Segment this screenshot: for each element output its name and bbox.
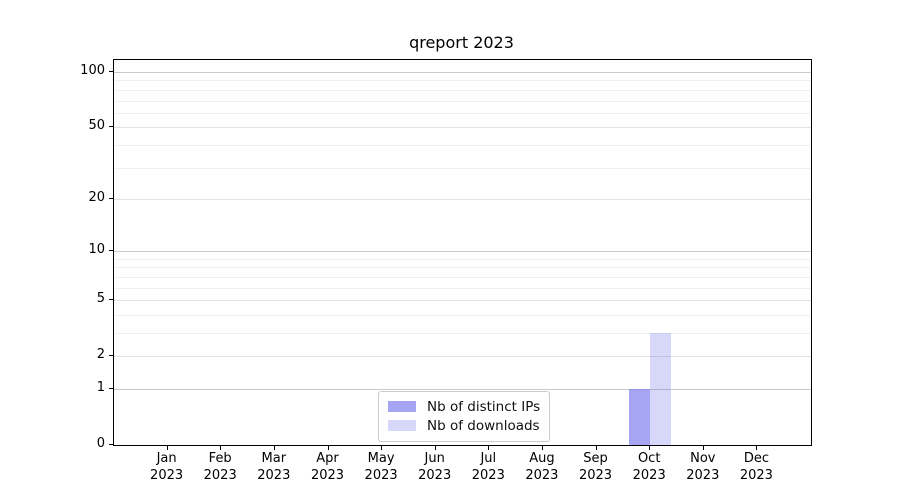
gridline-y-8 [114, 267, 811, 269]
xtick-label-jan: Jan 2023 [150, 451, 184, 483]
xtick-label-sep: Sep 2023 [578, 451, 613, 483]
xtick-mark-jan [166, 446, 168, 450]
xtick-mark-apr [327, 446, 329, 450]
gridline-y-50 [114, 127, 811, 129]
ytick-mark-1 [109, 388, 113, 389]
xtick-label-oct: Oct 2023 [632, 451, 666, 483]
gridline-y-60 [114, 112, 811, 114]
ytick-label-10: 10 [88, 242, 105, 258]
gridline-y-1 [114, 389, 811, 390]
ytick-mark-10 [109, 250, 113, 252]
xtick-label-jul: Jul 2023 [471, 451, 505, 483]
gridline-y-6 [114, 287, 811, 289]
ytick-mark-5 [109, 299, 113, 301]
legend-row: Nb of distinct IPs [388, 397, 540, 416]
xtick-label-may: May 2023 [364, 451, 398, 483]
bar-oct-downloads [650, 333, 672, 445]
plot-area: Nb of distinct IPs Nb of downloads [113, 59, 812, 446]
legend-row: Nb of downloads [388, 416, 540, 435]
xtick-label-mar: Mar 2023 [257, 451, 291, 483]
xtick-label-apr: Apr 2023 [310, 451, 345, 483]
gridline-y-90 [114, 80, 811, 82]
xtick-mark-feb [220, 446, 222, 450]
gridline-y-40 [114, 144, 811, 146]
legend-label-distinct-ips: Nb of distinct IPs [427, 398, 541, 415]
gridline-y-20 [114, 198, 811, 200]
gridline-y-4 [114, 314, 811, 316]
xtick-mark-aug [541, 446, 543, 450]
ytick-mark-100 [109, 71, 113, 72]
legend-swatch-distinct-ips [388, 401, 416, 412]
ytick-mark-20 [109, 197, 113, 199]
ytick-label-5: 5 [96, 291, 105, 307]
xtick-label-aug: Aug 2023 [525, 451, 559, 483]
legend: Nb of distinct IPs Nb of downloads [378, 391, 551, 442]
gridline-y-7 [114, 276, 811, 278]
gridline-y-2 [114, 356, 811, 358]
ytick-mark-0 [109, 444, 113, 445]
legend-swatch-downloads [388, 420, 416, 431]
gridline-y-3 [114, 333, 811, 334]
xtick-label-feb: Feb 2023 [203, 451, 237, 483]
xtick-label-jun: Jun 2023 [418, 451, 452, 483]
gridline-y-100 [114, 72, 811, 73]
ytick-mark-2 [109, 355, 113, 357]
bar-oct-distinct-ips [629, 389, 651, 445]
gridline-y-9 [114, 258, 811, 260]
xtick-label-nov: Nov 2023 [686, 451, 720, 483]
ytick-mark-50 [109, 126, 113, 128]
gridline-y-10 [114, 251, 811, 253]
ytick-label-2: 2 [96, 347, 105, 363]
ytick-label-1: 1 [96, 379, 105, 395]
xtick-mark-oct [649, 446, 651, 450]
xtick-mark-may [381, 446, 383, 450]
gridline-y-5 [114, 300, 811, 302]
gridline-y-70 [114, 100, 811, 102]
xtick-mark-sep [595, 446, 597, 450]
legend-label-downloads: Nb of downloads [427, 417, 540, 434]
ytick-label-50: 50 [88, 118, 105, 134]
ytick-label-0: 0 [96, 436, 105, 451]
xtick-mark-jun [434, 446, 436, 450]
xtick-mark-mar [273, 446, 275, 450]
ytick-label-100: 100 [80, 63, 105, 78]
gridline-y-80 [114, 89, 811, 91]
gridline-y-30 [114, 167, 811, 169]
xtick-mark-nov [702, 446, 704, 450]
xtick-mark-dec [756, 446, 758, 450]
chart-title: qreport 2023 [409, 33, 514, 52]
xtick-label-dec: Dec 2023 [739, 451, 773, 483]
ytick-label-20: 20 [88, 189, 105, 205]
xtick-mark-jul [488, 446, 490, 450]
